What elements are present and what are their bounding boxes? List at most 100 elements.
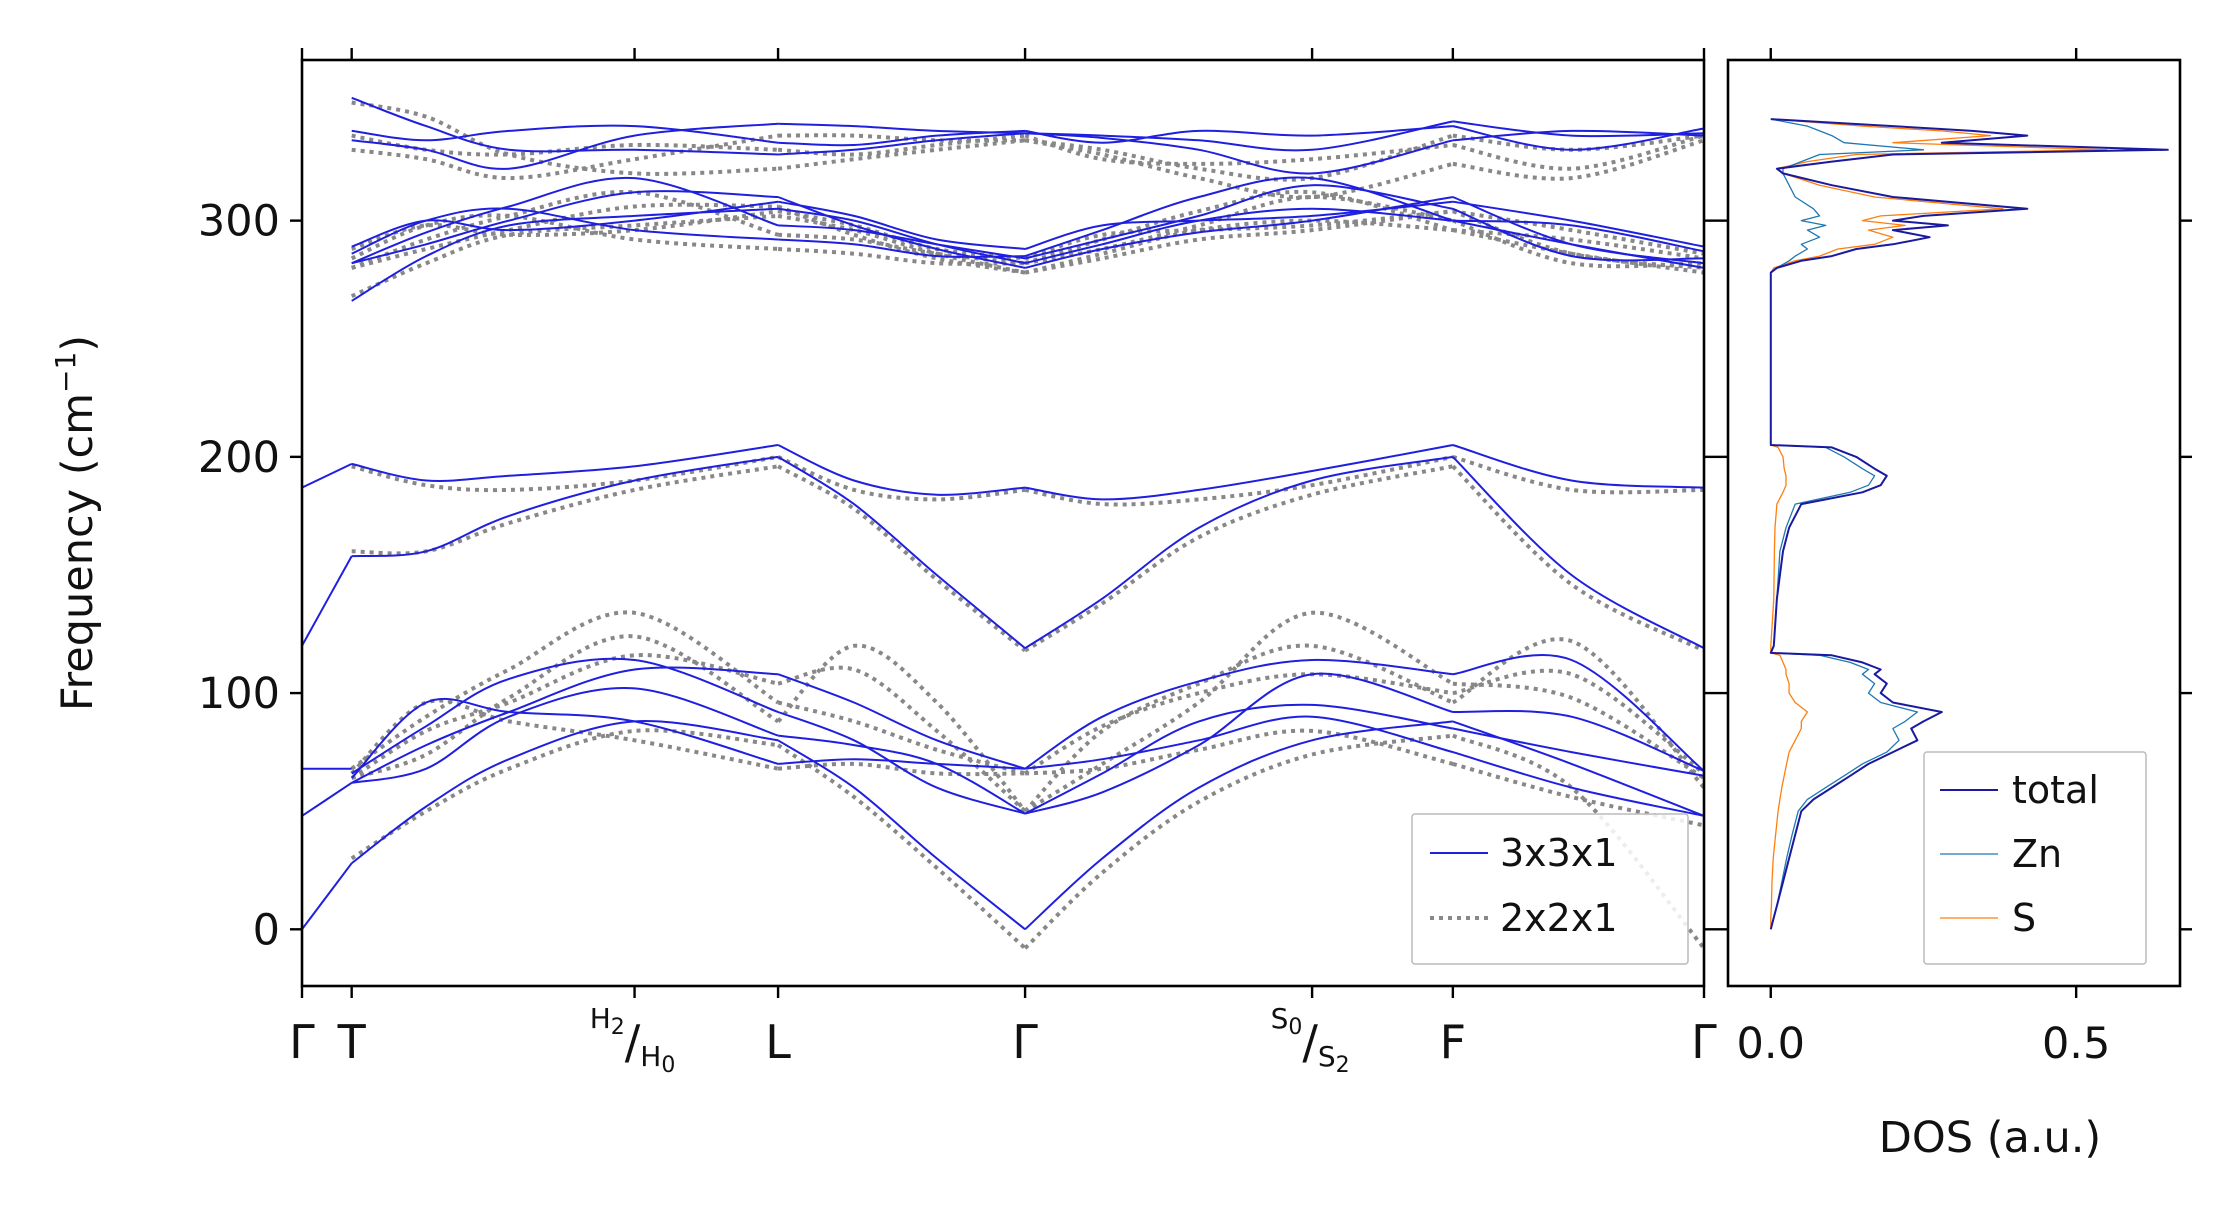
band-2x2x1-seg1-6: [777, 455, 1026, 502]
band-3x3x1-seg2-6: [777, 444, 1026, 496]
y-tick-label-200: 200: [198, 433, 280, 483]
band-3x3x1-seg3-5: [1024, 455, 1454, 650]
band-lines: [302, 96, 1704, 950]
legend-label-2x2x1: 2x2x1: [1500, 896, 1618, 940]
band-3x3x1-seg1-11: [351, 200, 779, 248]
band-3x3x1-seg2-10: [778, 238, 1026, 258]
band-3x3x1-seg3-10: [1024, 176, 1454, 258]
band-2x2x1-seg2-12: [1024, 133, 1454, 182]
band-2x2x1-seg1-4: [777, 700, 1026, 776]
band-3x3x1-seg2-7: [777, 207, 1026, 265]
band-3x3x1-seg4-0: [1452, 720, 1704, 817]
y-tick-label-0: 0: [253, 905, 280, 955]
band-2x2x1-seg2-13: [1024, 133, 1454, 166]
band-2x2x1-seg2-7: [1024, 218, 1454, 275]
k-label-3: L: [765, 1015, 791, 1069]
band-2x2x1-seg2-14: [1024, 138, 1454, 200]
band-3x3x1-seg3-14: [1025, 132, 1454, 175]
band-k-ticks: Γ T H2/H0 L Γ S0/S2 F Γ: [289, 48, 1717, 1078]
band-2x2x1-seg0-4: [350, 610, 780, 771]
band-2x2x1-seg2-6: [1024, 454, 1454, 507]
dos-x-axis-label: DOS (a.u.): [1879, 1113, 2101, 1163]
dos-panel: 0.0 0.5 DOS (a.u.) total Zn S: [1716, 48, 2192, 1163]
band-3x3x1-seg1-6: [351, 444, 779, 482]
band-2x2x1-seg0-12: [351, 133, 779, 181]
dos-x-tick-label-1: 0.5: [2042, 1019, 2110, 1069]
band-2x2x1-seg0-14: [351, 100, 779, 176]
band-3x3x1-seg2-1: [777, 711, 1026, 815]
dos-legend: total Zn S: [1923, 751, 2147, 965]
band-3x3x1-seg4-11: [1452, 200, 1704, 248]
band-3x3x1-seg4-3: [1452, 751, 1704, 817]
band-3x3x1-seg3-0: [1024, 720, 1454, 931]
band-2x2x1-seg1-8: [777, 204, 1026, 275]
band-3x3x1-seg2-11: [777, 200, 1026, 250]
legend-label-s: S: [2012, 896, 2036, 940]
band-3x3x1-seg2-9: [778, 224, 1026, 260]
band-3x3x1-seg1-9: [351, 176, 779, 265]
k-label-7: Γ: [1691, 1015, 1717, 1069]
band-3x3x1-seg1-5: [351, 455, 779, 558]
y-tick-label-100: 100: [198, 669, 280, 719]
band-3x3x1-seg2-8: [777, 196, 1026, 269]
band-2x2x1-seg1-2: [776, 643, 1027, 813]
dos-ticks: 0.0 0.5: [1716, 48, 2192, 1069]
band-3x3x1-seg4-4: [1452, 654, 1704, 772]
legend-label-zn: Zn: [2012, 832, 2062, 876]
band-3x3x1-seg1-0: [351, 720, 779, 864]
band-3x3x1-seg1-3: [350, 697, 779, 779]
band-3x3x1-seg3-7: [1024, 207, 1453, 265]
band-2x2x1-seg3-0: [1452, 733, 1704, 950]
band-3x3x1-seg1-8: [351, 190, 779, 265]
band-3x3x1-seg4-6: [1452, 444, 1704, 489]
band-2x2x1-seg3-1: [1451, 637, 1704, 789]
band-3x3x1-seg4-7: [1452, 219, 1704, 269]
band-3x3x1-seg0-1: [302, 781, 353, 817]
k-label-2: H2/H0: [590, 1002, 676, 1078]
band-3x3x1-seg4-14: [1452, 129, 1704, 142]
band-2x2x1-seg3-5: [1451, 464, 1704, 653]
dos-line-s: [1770, 118, 2108, 930]
band-2x2x1-seg0-9: [350, 189, 779, 270]
legend-label-total: total: [2012, 768, 2099, 812]
band-3x3x1-seg3-11: [1024, 200, 1454, 250]
band-3x3x1-seg1-1: [351, 666, 779, 784]
band-3x3x1-seg4-1: [1452, 727, 1704, 777]
y-tick-label-300: 300: [198, 197, 280, 247]
band-3x3x1-seg2-2: [777, 734, 1026, 815]
band-3x3x1-seg3-6: [1024, 444, 1454, 501]
band-3x3x1-seg1-2: [351, 687, 779, 784]
band-3x3x1-seg1-10: [351, 207, 779, 255]
band-3x3x1-seg2-14: [778, 132, 1026, 156]
dos-x-tick-label-0: 0.0: [1737, 1019, 1805, 1069]
y-axis-label: Frequency (cm−1): [49, 335, 103, 711]
band-3x3x1-seg3-13: [1024, 125, 1453, 144]
band-2x2x1-seg2-9: [1024, 194, 1454, 266]
band-2x2x1-seg2-3: [1024, 728, 1454, 776]
band-2x2x1-seg2-11: [1024, 209, 1454, 261]
band-3x3x1-seg2-5: [777, 456, 1026, 649]
band-2x2x1-seg1-3: [777, 761, 1026, 777]
band-2x2x1-seg3-7: [1452, 228, 1704, 275]
band-2x2x1-seg2-4: [1024, 672, 1454, 776]
band-plot-frame: [300, 58, 1706, 988]
band-2x2x1-seg1-5: [777, 464, 1027, 653]
dos-legend-box: [1923, 751, 2147, 965]
legend-label-3x3x1: 3x3x1: [1500, 831, 1618, 875]
dos-plot-frame: [1726, 58, 2182, 988]
band-3x3x1-seg1-13: [351, 124, 779, 144]
band-2x2x1-seg2-0: [1023, 733, 1454, 950]
dos-lines: [1769, 118, 2169, 930]
band-2x2x1-seg3-10: [1452, 228, 1704, 261]
k-label-5: S0/S2: [1271, 1002, 1350, 1078]
band-2x2x1-seg3-6: [1452, 454, 1704, 495]
band-2x2x1-seg3-14: [1452, 138, 1704, 181]
k-label-4: Γ: [1012, 1015, 1038, 1069]
band-2x2x1-seg0-1: [350, 653, 779, 780]
band-3x3x1-seg3-4: [1024, 658, 1454, 770]
band-2x2x1-seg1-1: [777, 665, 1027, 813]
band-3x3x1-seg3-3: [1024, 715, 1454, 770]
band-2x2x1-seg0-3: [350, 698, 779, 775]
